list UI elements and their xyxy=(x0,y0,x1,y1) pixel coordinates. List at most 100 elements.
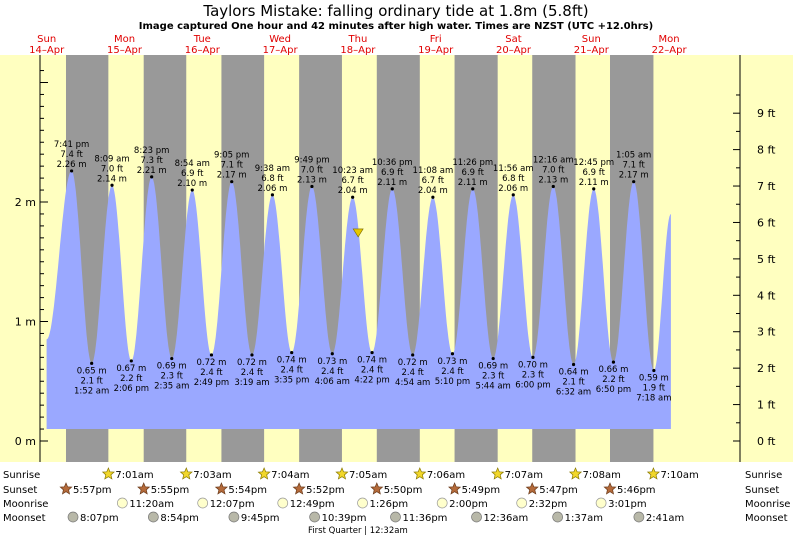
tide-time: 7:18 am xyxy=(636,393,671,403)
day-date: 16–Apr xyxy=(185,45,221,56)
moonset-time: 2:41am xyxy=(646,513,684,524)
right-tick-label: 8 ft xyxy=(757,144,776,157)
tide-metres: 0.59 m xyxy=(639,373,669,383)
tide-feet: 7.1 ft xyxy=(221,161,244,171)
tide-time: 12:45 pm xyxy=(573,158,614,168)
moonrise-time: 12:49pm xyxy=(290,499,335,510)
moonset-icon xyxy=(633,511,645,523)
sunset-time: 5:54pm xyxy=(228,485,267,496)
tide-feet: 2.4 ft xyxy=(321,367,344,377)
sunset-time: 5:47pm xyxy=(539,485,578,496)
left-margin-band xyxy=(0,55,40,462)
tide-feet: 7.3 ft xyxy=(140,156,163,166)
day-date: 22–Apr xyxy=(652,45,688,56)
moonrise-icon xyxy=(277,497,289,509)
tide-feet: 2.1 ft xyxy=(562,378,585,388)
tide-metres: 2.13 m xyxy=(297,175,327,185)
tide-time: 9:38 am xyxy=(255,164,290,174)
tide-metres: 2.06 m xyxy=(498,184,528,194)
moonset-icon xyxy=(552,511,564,523)
right-tick-label: 9 ft xyxy=(757,107,776,120)
tide-point xyxy=(450,352,455,356)
sunrise-icon xyxy=(257,467,271,480)
tide-feet: 6.9 ft xyxy=(583,168,606,178)
sunset-time: 5:52pm xyxy=(306,485,345,496)
tide-point xyxy=(190,188,194,192)
day-name: Tue xyxy=(193,34,211,45)
moonset-time: 1:37am xyxy=(565,513,603,524)
sunset-time: 5:57pm xyxy=(73,485,112,496)
day-date: 14–Apr xyxy=(29,45,65,56)
day-date: 20–Apr xyxy=(496,45,532,56)
tide-point xyxy=(330,352,334,356)
tide-feet: 6.9 ft xyxy=(181,169,204,179)
tide-point xyxy=(431,195,435,199)
tide-feet: 6.7 ft xyxy=(422,176,445,186)
tide-point xyxy=(90,361,94,365)
sunset-icon xyxy=(292,482,306,495)
sunrise-icon xyxy=(101,467,115,480)
moonset-icon xyxy=(309,511,320,523)
tide-metres: 0.66 m xyxy=(598,365,628,375)
tide-time: 8:23 pm xyxy=(134,146,169,156)
right-tick-label: 6 ft xyxy=(757,216,776,229)
tide-metres: 0.64 m xyxy=(559,368,589,378)
row-label-left: Sunset xyxy=(3,485,37,496)
day-name: Sun xyxy=(582,34,601,45)
sunrise-time: 7:03am xyxy=(193,470,231,481)
sunset-time: 5:46pm xyxy=(617,485,656,496)
sunset-icon xyxy=(59,482,73,495)
moonrise-icon xyxy=(436,497,448,509)
sunset-icon xyxy=(137,482,151,495)
tide-feet: 6.7 ft xyxy=(341,176,364,186)
moonrise-time: 2:32pm xyxy=(529,499,568,510)
day-name: Wed xyxy=(269,34,291,45)
tide-feet: 7.0 ft xyxy=(301,165,324,175)
sunset-time: 5:49pm xyxy=(462,485,501,496)
sunrise-icon xyxy=(413,467,427,480)
tide-feet: 6.9 ft xyxy=(381,168,404,178)
moonset-time: 8:54pm xyxy=(160,513,199,524)
tide-point xyxy=(471,187,475,191)
day-name: Sun xyxy=(37,34,56,45)
moonset-time: 11:36pm xyxy=(403,513,448,524)
tide-metres: 0.72 m xyxy=(196,358,226,368)
tide-time: 4:54 am xyxy=(395,378,430,388)
tide-feet: 6.8 ft xyxy=(261,174,284,184)
tide-feet: 2.4 ft xyxy=(281,366,304,376)
tide-metres: 2.13 m xyxy=(538,175,568,185)
row-label-left: Moonset xyxy=(3,513,46,524)
tide-metres: 0.65 m xyxy=(77,366,107,376)
tide-area xyxy=(46,170,671,430)
tide-metres: 0.72 m xyxy=(398,358,428,368)
tide-point xyxy=(491,356,495,361)
moonrise-icon xyxy=(595,497,607,509)
left-tick-label: 2 m xyxy=(15,196,36,209)
right-tick-label: 5 ft xyxy=(757,253,776,266)
tide-point xyxy=(170,356,174,361)
moon-phase: First Quarter | 12:32am xyxy=(308,526,408,536)
tide-point xyxy=(531,355,535,359)
tide-feet: 2.4 ft xyxy=(401,368,424,378)
tide-metres: 2.14 m xyxy=(97,174,127,184)
tide-metres: 0.73 m xyxy=(317,357,347,367)
tide-time: 3:35 pm xyxy=(274,376,309,386)
moonset-time: 12:36am xyxy=(484,513,529,524)
moonrise-icon xyxy=(516,497,528,509)
tide-feet: 2.3 ft xyxy=(522,370,545,380)
tide-point xyxy=(310,184,314,189)
right-tick-label: 4 ft xyxy=(757,289,776,302)
tide-metres: 0.73 m xyxy=(437,357,467,367)
moonset-time: 10:39pm xyxy=(322,513,367,524)
moonset-icon xyxy=(471,511,482,523)
sunrise-time: 7:05am xyxy=(349,470,387,481)
tide-point xyxy=(150,175,154,179)
tide-feet: 2.4 ft xyxy=(241,368,264,378)
tide-time: 5:44 am xyxy=(476,382,511,392)
tide-metres: 2.11 m xyxy=(579,178,609,188)
tide-feet: 6.8 ft xyxy=(502,174,525,184)
day-date: 18–Apr xyxy=(340,45,376,56)
tide-time: 11:26 pm xyxy=(452,158,493,168)
day-name: Mon xyxy=(114,34,135,45)
moonset-icon xyxy=(228,511,240,523)
